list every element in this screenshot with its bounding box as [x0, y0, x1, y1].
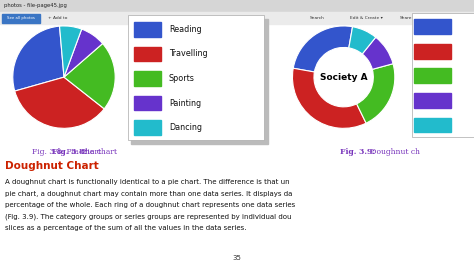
Wedge shape: [362, 37, 393, 69]
Wedge shape: [60, 26, 82, 77]
Bar: [414, 69, 451, 83]
Text: Painting: Painting: [169, 99, 201, 107]
Bar: [134, 22, 161, 36]
Bar: [2, 14, 40, 23]
Text: Doughnut Chart: Doughnut Chart: [5, 161, 99, 171]
Wedge shape: [292, 68, 366, 128]
Bar: [134, 47, 161, 61]
Bar: [414, 44, 451, 59]
Bar: [0, 0, 474, 12]
Bar: [134, 96, 161, 110]
Bar: [414, 19, 451, 34]
Text: Sports: Sports: [169, 74, 195, 83]
Text: photos - file-page45.jpg: photos - file-page45.jpg: [4, 3, 67, 9]
Wedge shape: [356, 64, 395, 123]
Bar: [134, 71, 161, 86]
Bar: [134, 120, 161, 135]
Bar: [414, 118, 451, 132]
Wedge shape: [13, 26, 64, 91]
Text: + Add to: + Add to: [48, 16, 67, 20]
Bar: [0, 12, 474, 24]
Text: Travelling: Travelling: [169, 49, 208, 58]
Text: Pie chart: Pie chart: [80, 148, 117, 156]
Wedge shape: [64, 29, 103, 77]
Text: percentage of the whole. Each ring of a doughnut chart represents one data serie: percentage of the whole. Each ring of a …: [5, 202, 295, 208]
Text: pie chart, a doughnut chart may contain more than one data series. It displays d: pie chart, a doughnut chart may contain …: [5, 191, 292, 197]
Text: slices as a percentage of the sum of all the values in the data series.: slices as a percentage of the sum of all…: [5, 225, 246, 231]
Text: Fig. 3.8: Pie chart: Fig. 3.8: Pie chart: [32, 148, 101, 156]
Text: Doughnut ch: Doughnut ch: [368, 148, 420, 156]
Text: Fig. 3.9:: Fig. 3.9:: [340, 148, 375, 156]
Text: Search: Search: [310, 16, 325, 20]
Text: (Fig. 3.9). The category groups or series groups are represented by individual d: (Fig. 3.9). The category groups or serie…: [5, 214, 292, 220]
Text: Society A: Society A: [320, 73, 367, 82]
Text: A doughnut chart is functionally identical to a pie chart. The difference is tha: A doughnut chart is functionally identic…: [5, 179, 290, 185]
Text: Dancing: Dancing: [169, 123, 202, 132]
Text: 35: 35: [233, 255, 241, 261]
Wedge shape: [349, 27, 376, 54]
Wedge shape: [15, 77, 104, 128]
Wedge shape: [64, 44, 115, 109]
Text: Reading: Reading: [169, 25, 201, 34]
Text: Edit & Create ▾: Edit & Create ▾: [350, 16, 383, 20]
Text: Fig. 3.8:: Fig. 3.8:: [52, 148, 87, 156]
Wedge shape: [293, 26, 353, 72]
Bar: [414, 93, 451, 108]
Text: Share: Share: [400, 16, 412, 20]
Text: See all photos: See all photos: [7, 16, 35, 20]
